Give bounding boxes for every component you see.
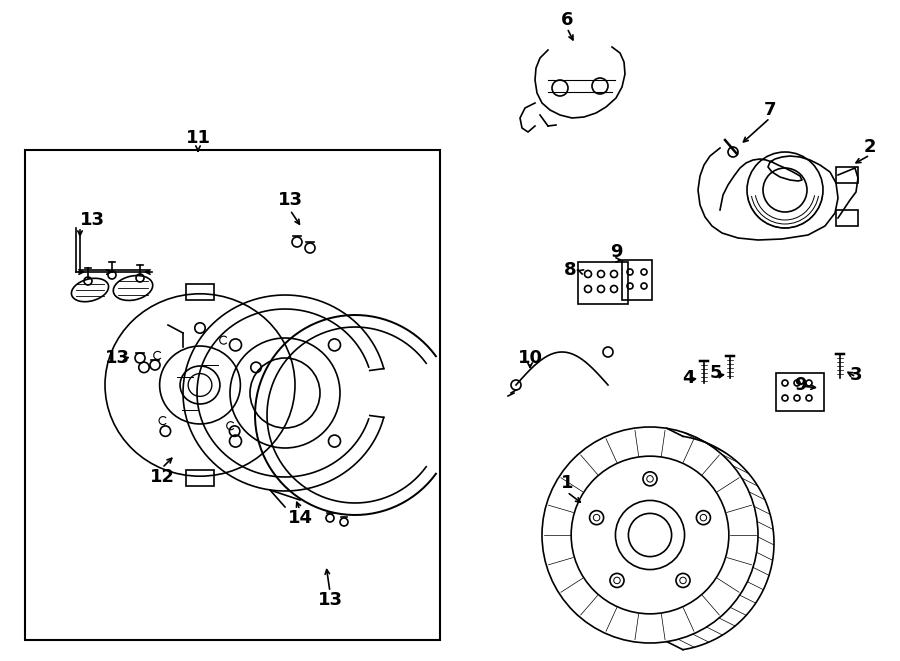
Text: 3: 3	[850, 366, 862, 384]
Text: 13: 13	[318, 591, 343, 609]
Bar	[836, 210, 858, 226]
Bar	[836, 167, 858, 183]
Bar	[186, 470, 214, 486]
Text: 6: 6	[561, 11, 573, 29]
Text: 14: 14	[287, 509, 312, 527]
Text: 2: 2	[864, 138, 877, 156]
Text: 13: 13	[277, 191, 302, 209]
Text: 1: 1	[561, 474, 573, 492]
Bar	[622, 260, 652, 300]
Text: 9: 9	[794, 376, 806, 394]
Bar	[186, 284, 214, 300]
Bar	[578, 262, 628, 304]
Text: 13: 13	[79, 211, 104, 229]
Text: 12: 12	[149, 468, 175, 486]
Text: 5: 5	[710, 364, 722, 382]
Text: 9: 9	[610, 243, 622, 261]
Text: 10: 10	[518, 349, 543, 367]
Text: 11: 11	[185, 129, 211, 147]
Text: 8: 8	[563, 261, 576, 279]
Text: 7: 7	[764, 101, 776, 119]
Bar	[25, 150, 440, 640]
Bar	[776, 373, 824, 411]
Text: 13: 13	[104, 349, 130, 367]
Text: 4: 4	[682, 369, 694, 387]
